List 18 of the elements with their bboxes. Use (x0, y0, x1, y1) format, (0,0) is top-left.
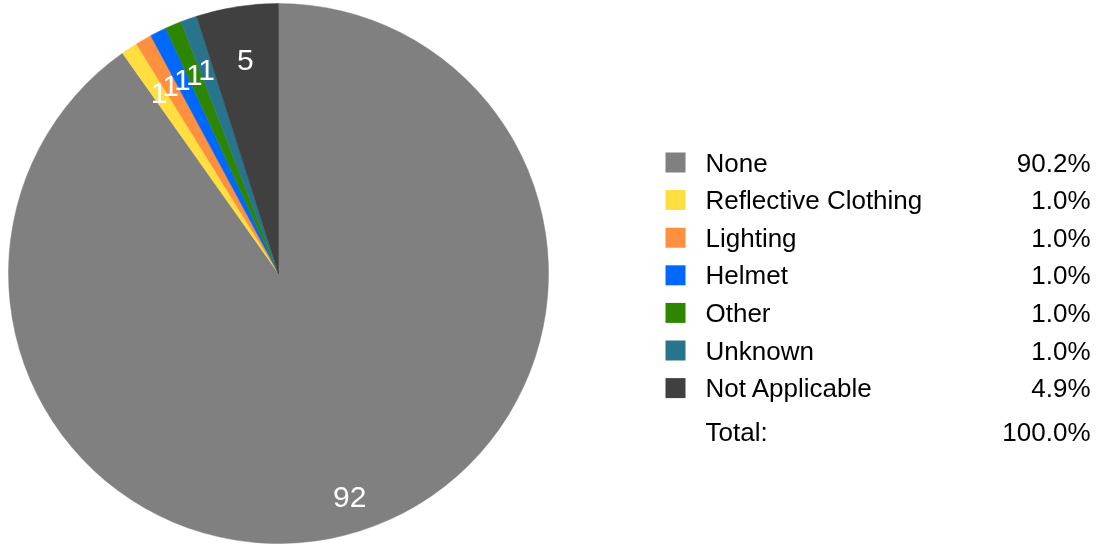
text: 100.0% (1002, 416, 1091, 447)
text: 1.0% (1031, 260, 1091, 291)
text: 4.9% (1031, 373, 1091, 404)
data-label: 5 (237, 43, 254, 77)
legend-label: Reflective Clothing (705, 185, 923, 216)
legend-label: Other (705, 297, 771, 328)
legend-label: Lighting (705, 222, 797, 253)
legend-label: None (705, 147, 768, 178)
data-label: 92 (333, 480, 367, 514)
text: 1.0% (1031, 222, 1091, 253)
legend-label: Helmet (705, 260, 789, 291)
text: 1.0% (1031, 335, 1091, 366)
text: 1.0% (1031, 297, 1091, 328)
legend-label: Unknown (705, 335, 814, 366)
text: Total: (705, 416, 768, 447)
legend-label: Not Applicable (705, 373, 872, 404)
text: 1.0% (1031, 185, 1091, 216)
text: 90.2% (1016, 147, 1091, 178)
